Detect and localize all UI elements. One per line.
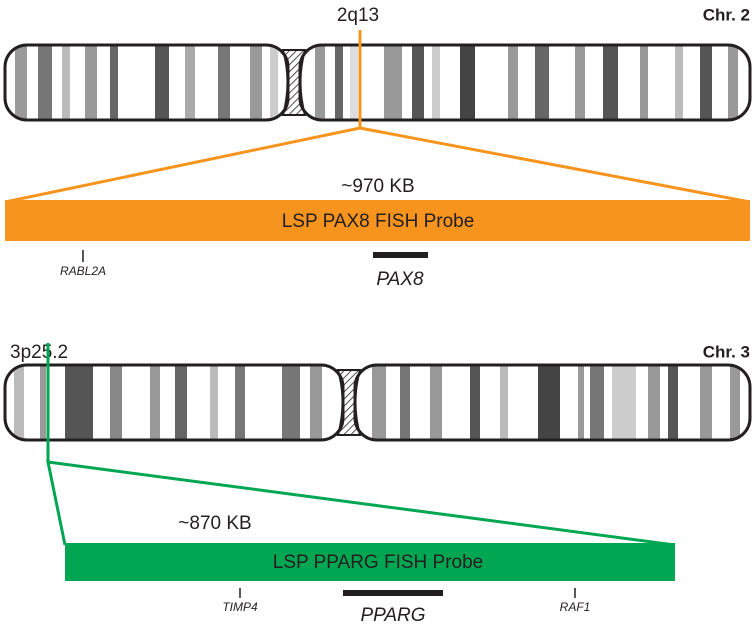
band bbox=[648, 365, 660, 440]
band bbox=[372, 365, 386, 440]
band bbox=[315, 45, 325, 120]
band bbox=[310, 365, 322, 440]
band bbox=[470, 365, 480, 440]
gene-label: TIMP4 bbox=[222, 600, 258, 614]
band bbox=[14, 365, 24, 440]
band bbox=[270, 45, 278, 120]
band bbox=[668, 365, 678, 440]
band bbox=[155, 45, 169, 120]
band bbox=[110, 365, 122, 440]
band bbox=[175, 365, 187, 440]
zoom-lines bbox=[46, 460, 676, 547]
chromosome-arm bbox=[298, 43, 752, 122]
probe-size: ~870 KB bbox=[178, 513, 251, 534]
band-label: 3p25.2 bbox=[10, 342, 68, 363]
band bbox=[700, 365, 712, 440]
band bbox=[218, 45, 230, 120]
chromosome-arm bbox=[3, 43, 290, 122]
band bbox=[65, 365, 93, 440]
band bbox=[640, 45, 648, 120]
band bbox=[110, 45, 118, 120]
probe-name: LSP PPARG FISH Probe bbox=[273, 552, 484, 573]
band bbox=[235, 365, 245, 440]
band bbox=[250, 45, 262, 120]
chromosome-name: Chr. 2 bbox=[703, 5, 750, 24]
band bbox=[575, 45, 585, 120]
arm-bands bbox=[372, 365, 740, 440]
arm-bands bbox=[15, 45, 278, 120]
gene-label: RAF1 bbox=[560, 600, 591, 614]
band-label: 2q13 bbox=[337, 5, 379, 26]
band bbox=[282, 365, 300, 440]
band bbox=[400, 365, 410, 440]
probe-bar bbox=[5, 200, 750, 241]
band bbox=[508, 45, 518, 120]
band bbox=[432, 45, 440, 120]
gene-bar bbox=[373, 252, 428, 258]
band bbox=[675, 45, 683, 120]
band bbox=[700, 45, 712, 120]
gene-label: PPARG bbox=[360, 605, 425, 626]
band bbox=[430, 365, 442, 440]
gene-label: PAX8 bbox=[376, 269, 424, 290]
probe-name: LSP PAX8 FISH Probe bbox=[282, 211, 475, 232]
band bbox=[730, 365, 740, 440]
band bbox=[85, 45, 97, 120]
band bbox=[612, 365, 636, 440]
zoom-lines bbox=[4, 126, 751, 204]
band bbox=[590, 365, 604, 440]
band bbox=[40, 365, 46, 440]
band bbox=[384, 45, 402, 120]
band bbox=[500, 365, 508, 440]
band bbox=[38, 45, 52, 120]
chromosome-arm bbox=[353, 363, 752, 442]
arm-bands bbox=[315, 45, 738, 120]
band bbox=[603, 45, 618, 120]
band bbox=[535, 45, 549, 120]
band bbox=[335, 45, 343, 120]
band bbox=[15, 45, 27, 120]
band bbox=[538, 365, 560, 440]
band bbox=[460, 45, 475, 120]
band bbox=[728, 45, 738, 120]
band bbox=[350, 45, 358, 120]
gene-bar bbox=[343, 590, 443, 596]
band bbox=[185, 45, 195, 120]
band bbox=[62, 45, 70, 120]
band bbox=[150, 365, 160, 440]
band bbox=[578, 365, 584, 440]
chromosome-name: Chr. 3 bbox=[703, 342, 750, 361]
gene-label: RABL2A bbox=[60, 264, 106, 278]
bands bbox=[14, 45, 740, 440]
probe-bar bbox=[65, 543, 675, 581]
band bbox=[210, 365, 218, 440]
chromosome-arm bbox=[3, 363, 345, 442]
arm-bands bbox=[14, 365, 322, 440]
probe-size: ~970 KB bbox=[341, 176, 414, 197]
band bbox=[412, 45, 424, 120]
